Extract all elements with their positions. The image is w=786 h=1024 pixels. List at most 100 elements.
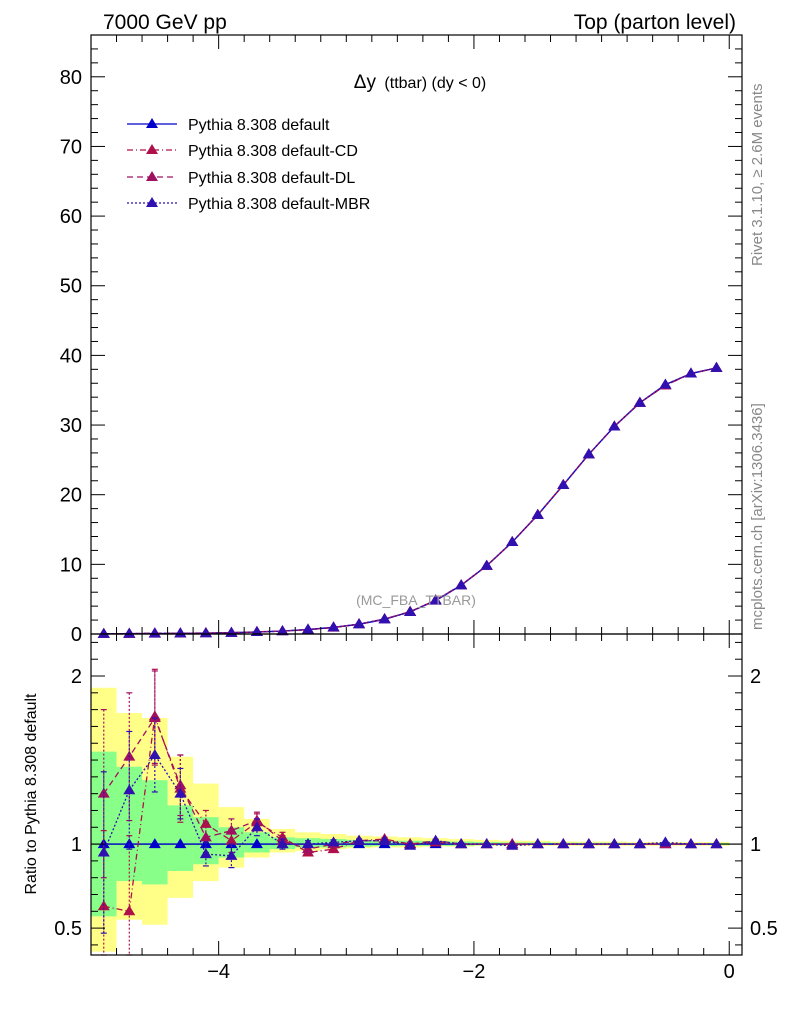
main-point-3 [404,606,417,617]
ratio-point-1 [123,905,136,916]
ratio-band-green [142,780,168,885]
ratio-ytick-label-right: 0.5 [750,918,778,940]
ratio-point-3 [404,839,417,850]
legend-marker-mbr [146,197,158,207]
ratio-point-0 [148,838,161,849]
ratio-xtick-label: −4 [207,961,230,983]
main-axis-ticks: 0 10 20 30 40 50 60 70 80 [60,34,742,646]
legend-entry-mbr: Pythia 8.308 default-MBR [127,196,370,213]
ratio-point-0 [174,838,187,849]
main-ytick-label: 30 [60,415,82,437]
chart-title: Δy (ttbar) (dy < 0) [354,72,486,93]
ratio-bands [91,687,742,952]
chart-title-main: Δy [354,72,377,93]
ratio-axis-ticks: 0.5 0.5 1 1 2 2 −4 −2 0 [54,634,778,983]
legend: Pythia 8.308 default Pythia 8.308 defaul… [127,117,370,213]
legend-entry-cd: Pythia 8.308 default-CD [127,143,358,160]
main-ytick-label: 60 [60,206,82,228]
main-point-3 [378,613,391,624]
rivet-label: Rivet 3.1.10, ≥ 2.6M events [749,84,766,267]
main-ytick-label: 80 [60,67,82,89]
ratio-point-3 [353,834,366,845]
ratio-ytick-label-left: 1 [71,834,82,856]
main-ytick-label: 50 [60,276,82,298]
ratio-point-0 [123,838,136,849]
ratio-point-3 [97,846,110,857]
main-ytick-label: 0 [71,624,82,646]
main-point-3 [531,508,544,519]
legend-marker-default [146,118,158,128]
chart-title-sub: (ttbar) (dy < 0) [384,75,486,92]
ratio-frame [90,633,743,956]
main-point-3 [199,627,212,638]
main-point-3 [506,536,519,547]
ratio-xtick-label: −2 [463,961,486,983]
ratio-point-3 [225,849,238,860]
legend-label-default: Pythia 8.308 default [188,117,330,134]
ratio-point-3 [199,848,212,859]
ratio-point-3 [174,787,187,798]
legend-marker-cd [146,144,158,154]
main-point-3 [429,594,442,605]
ratio-series-group [97,668,723,956]
ratio-point-3 [710,838,723,849]
ratio-point-0 [250,838,263,849]
ratio-point-2 [302,843,314,854]
main-point-3 [633,396,646,407]
ratio-ylabel: Ratio to Pythia 8.308 default [23,693,40,895]
ratio-point-3 [302,838,314,849]
main-point-3 [710,361,723,372]
main-point-3 [480,559,493,570]
main-point-3 [174,627,187,638]
main-point-3 [557,478,570,489]
legend-entry-dl: Pythia 8.308 default-DL [127,170,355,187]
main-point-3 [97,627,110,638]
ratio-point-2 [225,824,238,835]
ratio-point-2 [199,831,212,842]
legend-entry-default: Pythia 8.308 default [127,117,330,134]
ratio-point-3 [148,749,161,760]
main-point-3 [582,448,595,459]
main-point-3 [327,621,340,632]
main-point-3 [608,420,621,431]
ratio-point-3 [123,784,136,795]
ratio-point-3 [531,838,544,849]
main-point-3 [225,626,238,637]
ratio-point-3 [480,838,493,849]
header-left: 7000 GeV pp [103,11,227,34]
main-point-3 [684,367,697,378]
ratio-ytick-label-right: 1 [750,834,761,856]
ratio-point-3 [429,834,442,845]
legend-label-dl: Pythia 8.308 default-DL [188,170,355,187]
mcplots-label: mcplots.cern.ch [arXiv:1306.3436] [749,403,766,630]
ratio-point-3 [582,838,595,849]
ratio-point-3 [276,838,289,849]
ratio-xtick-label: 0 [724,961,735,983]
ratio-point-3 [684,838,697,849]
legend-label-cd: Pythia 8.308 default-CD [188,143,358,160]
legend-marker-dl [146,171,158,181]
ratio-point-2 [148,712,161,723]
main-point-3 [455,579,468,590]
ratio-point-3 [455,838,468,849]
main-point-3 [148,627,161,638]
ratio-point-3 [659,836,672,847]
main-point-3 [276,625,289,636]
main-point-3 [123,627,136,638]
ratio-ytick-label-left: 2 [71,666,82,688]
header-right: Top (parton level) [574,11,736,34]
ratio-point-3 [633,838,646,849]
legend-label-mbr: Pythia 8.308 default-MBR [188,196,370,213]
ratio-point-2 [174,779,187,790]
main-ytick-label: 10 [60,554,82,576]
main-point-3 [353,618,366,629]
ratio-point-3 [327,836,340,847]
main-ytick-label: 40 [60,345,82,367]
ratio-point-1 [327,843,340,854]
watermark: (MC_FBA_TTBAR) [356,592,476,608]
ratio-ytick-label-right: 2 [750,666,761,688]
ratio-ytick-label-left: 0.5 [54,918,82,940]
ratio-point-3 [506,839,519,850]
ratio-point-3 [378,834,391,845]
